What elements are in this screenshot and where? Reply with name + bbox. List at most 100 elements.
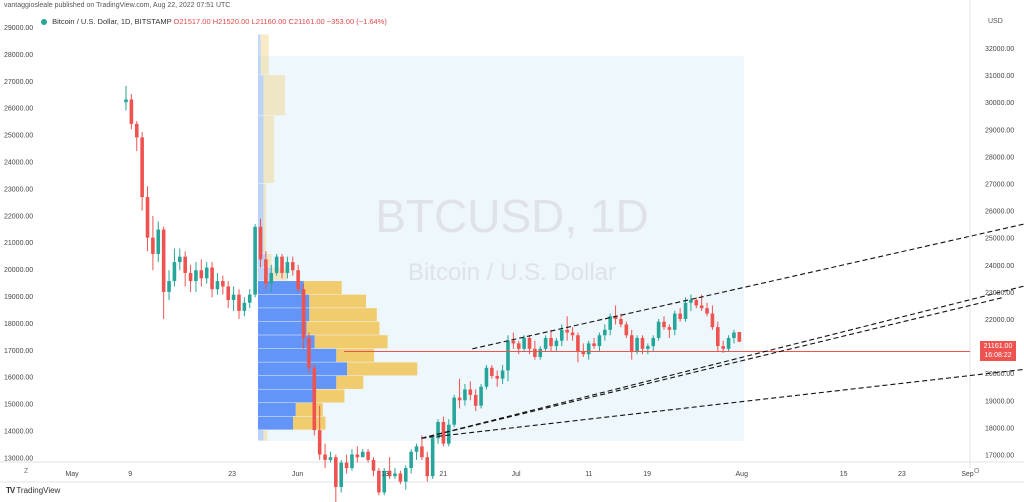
right-axis-tick-label: 24000.00 [985,263,1014,270]
candle-body [221,281,225,287]
candle-body [672,313,677,330]
right-axis-tick-label: 20000.00 [985,371,1014,378]
candle-body [726,337,731,349]
bar-countdown: 16:08:22 [984,352,1012,359]
candle-body [522,337,526,349]
trend-channel-line [421,368,1024,439]
zoom-button[interactable]: Z [24,468,29,475]
left-axis-tick-label: 15000.00 [4,402,33,409]
x-axis-tick-label: 21 [439,471,447,478]
symbol-legend: Bitcoin / U.S. Dollar, 1D, BITSTAMP O215… [39,17,387,26]
candle-body [689,300,693,303]
trend-channel-line [421,296,1004,439]
volume-profile-up-bar [258,430,264,441]
candle-body [447,424,451,444]
volume-profile-up-bar [258,335,315,349]
left-axis-tick-label: 13000.00 [4,455,33,462]
candle-body [570,332,575,336]
candle-body [667,327,672,330]
x-axis-tick-label: Jun [292,471,303,478]
volume-profile-up-bar [258,416,294,430]
settings-button[interactable]: O [974,468,980,475]
volume-profile-down-bar [314,389,345,403]
candle-body [705,308,709,314]
volume-profile-up-bar [258,362,348,376]
left-axis-tick-label: 19000.00 [4,294,33,301]
volume-profile-down-bar [293,416,326,430]
x-axis-tick-label: 13 [381,471,389,478]
candle-body [635,337,639,352]
candle-body [172,262,177,282]
candle-body [167,281,171,292]
left-axis-tick-label: 21000.00 [4,240,33,247]
candle-body [414,446,419,452]
right-axis-tick-label: 32000.00 [985,46,1014,53]
volume-profile-down-bar [271,267,288,281]
x-axis-tick-label: 23 [228,471,236,478]
left-axis-tick-label: 25000.00 [4,133,33,140]
volume-profile-up-bar [258,403,296,417]
candle-body [355,454,360,458]
candle-body [441,421,446,444]
candle-body [124,99,128,103]
x-axis-tick-label: Aug [736,471,749,478]
right-axis-tick-label: 19000.00 [985,398,1014,405]
candle-body [328,457,333,460]
volume-profile-down-bar [306,321,380,335]
volume-profile-down-bar [336,348,375,362]
volume-profile-up-bar [258,34,261,75]
candle-body [549,337,553,347]
volume-profile-down-bar [309,308,377,322]
watermark-symbol: BTCUSD, 1D [375,190,648,242]
volume-profile-down-bar [309,294,366,308]
candle-body [280,256,284,273]
candle-body [307,337,311,368]
volume-profile-down-bar [263,430,268,441]
candle-body [151,237,155,254]
candle-body [290,262,295,271]
candle-body [468,389,473,395]
left-axis-tick-label: 23000.00 [4,186,33,193]
x-axis-tick-label: Jul [512,471,521,478]
candle-body [204,267,209,279]
left-axis-tick-label: 16000.00 [4,375,33,382]
candle-body [129,99,134,124]
candle-body [495,375,500,379]
tradingview-brand: TV TradingView [6,486,60,495]
candle-body [597,335,602,347]
publisher-info: vantaggiosleale published on TradingView… [4,2,231,9]
candle-body [296,270,300,290]
candle-body [371,459,376,471]
candle-body [344,462,349,469]
candle-body [538,348,543,357]
volume-profile-up-bar [258,375,337,389]
candle-body [387,470,392,477]
symbol-name[interactable]: Bitcoin / U.S. Dollar, 1D, BITSTAMP [52,17,172,26]
candle-body [678,313,682,319]
volume-profile-down-bar [303,281,342,295]
right-axis-tick-label: 17000.00 [985,453,1014,460]
candle-body [436,421,440,439]
candle-body [479,386,483,406]
candle-body [603,329,607,336]
current-price-value: 21161.00 [983,343,1013,350]
right-axis-tick-label: 22000.00 [985,317,1014,324]
candle-body [393,473,397,477]
candle-body [264,259,268,284]
trend-channel-line [472,223,1024,350]
candle-body [473,394,478,406]
candle-body [699,305,704,309]
close-value: C21161.00 [288,17,325,26]
volume-profile-down-bar [314,335,388,349]
candle-body [420,446,424,458]
candle-body [554,340,559,347]
candle-body [683,302,688,319]
left-axis-tick-label: 28000.00 [4,52,33,59]
volume-profile-up-bar [258,75,264,116]
candle-body [199,270,204,279]
candle-body [226,286,231,301]
candle-body [640,337,645,349]
candle-body [301,289,306,338]
left-axis-tick-label: 24000.00 [4,160,33,167]
